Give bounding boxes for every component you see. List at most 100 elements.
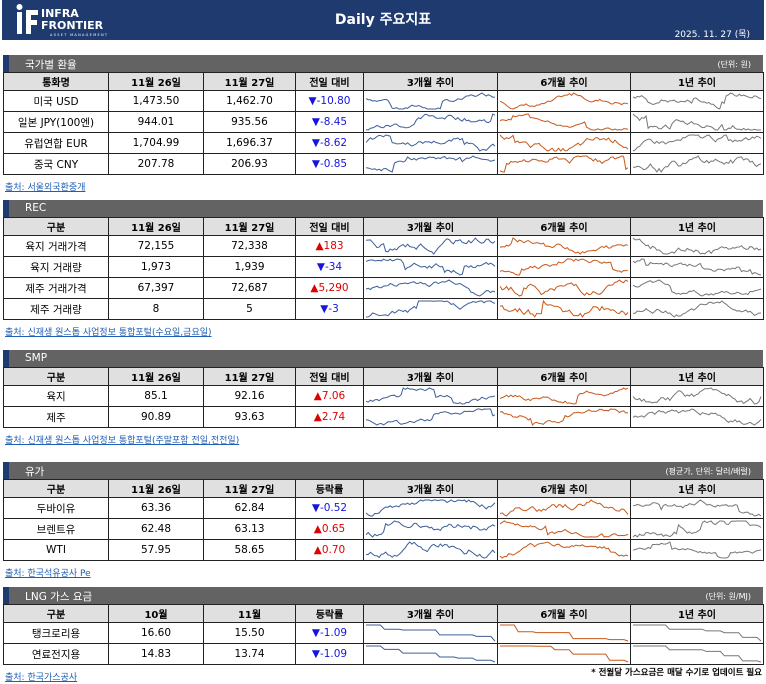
prev-value: 1,973 bbox=[108, 256, 204, 278]
source-link[interactable]: 출처: 신재생 원스톱 사업정보 통합포털(주말포함 전일,전전일) bbox=[5, 436, 240, 446]
column-header: 11월 26일 bbox=[108, 217, 204, 236]
row-label: 제주 bbox=[3, 406, 109, 428]
smp-table: 구분 11월 26일 11월 27일 전일 대비 3개월 추이 6개월 추이 1년 추이 육… bbox=[3, 367, 764, 428]
trend-6m-sparkline bbox=[497, 497, 631, 519]
column-header: 구분 bbox=[3, 479, 109, 498]
header-row: 구분 11월 26일 11월 27일 전일 대비 3개월 추이 6개월 추이 1년 추이 bbox=[3, 217, 764, 236]
change-value: ▲2.74 bbox=[295, 406, 364, 428]
header-row: 통화명 11월 26일 11월 27일 전일 대비 3개월 추이 6개월 추이 1년 추이 bbox=[3, 72, 764, 91]
column-header: 1년 추이 bbox=[630, 479, 764, 498]
trend-1y-sparkline bbox=[630, 385, 764, 407]
cur-value: 1,462.70 bbox=[203, 90, 296, 112]
trend-6m-sparkline bbox=[497, 153, 631, 175]
change-value: ▼-0.52 bbox=[295, 497, 364, 519]
trend-3m-sparkline bbox=[363, 235, 498, 257]
trend-1y-sparkline bbox=[630, 277, 764, 299]
report-date: 2025. 11. 27 (목) bbox=[674, 30, 750, 40]
cur-value: 5 bbox=[203, 298, 296, 320]
trend-3m-sparkline bbox=[363, 256, 498, 278]
trend-1y-sparkline bbox=[630, 153, 764, 175]
column-header: 3개월 추이 bbox=[363, 217, 498, 236]
trend-6m-sparkline bbox=[497, 385, 631, 407]
column-header: 6개월 추이 bbox=[497, 604, 631, 623]
section-title: SMP bbox=[25, 352, 48, 364]
change-value: ▼-0.85 bbox=[295, 153, 364, 175]
column-header: 전일 대비 bbox=[295, 72, 364, 91]
change-value: ▼-34 bbox=[295, 256, 364, 278]
trend-1y-sparkline bbox=[630, 256, 764, 278]
row-label: 미국 USD bbox=[3, 90, 109, 112]
row-label: 중국 CNY bbox=[3, 153, 109, 175]
table-row: 육지 거래가격 72,155 72,338 ▲183 bbox=[3, 235, 764, 257]
cur-value: 62.84 bbox=[203, 497, 296, 519]
trend-6m-sparkline bbox=[497, 643, 631, 665]
change-value: ▼-10.80 bbox=[295, 90, 364, 112]
trend-3m-sparkline bbox=[363, 497, 498, 519]
trend-3m-sparkline bbox=[363, 406, 498, 428]
svg-text:INFRA: INFRA bbox=[41, 7, 79, 20]
trend-1y-sparkline bbox=[630, 539, 764, 561]
table-row: 탱크로리용 16.60 15.50 ▼-1.09 bbox=[3, 622, 764, 644]
row-label: 유럽연합 EUR bbox=[3, 132, 109, 154]
row-label: 두바이유 bbox=[3, 497, 109, 519]
trend-3m-sparkline bbox=[363, 90, 498, 112]
prev-value: 90.89 bbox=[108, 406, 204, 428]
trend-6m-sparkline bbox=[497, 406, 631, 428]
cur-value: 93.63 bbox=[203, 406, 296, 428]
row-label: 육지 거래량 bbox=[3, 256, 109, 278]
prev-value: 207.78 bbox=[108, 153, 204, 175]
table-row: WTI 57.95 58.65 ▲0.70 bbox=[3, 539, 764, 561]
prev-value: 944.01 bbox=[108, 111, 204, 133]
column-header: 11월 27일 bbox=[203, 217, 296, 236]
source-link[interactable]: 출처: 서울외국환중개 bbox=[5, 183, 86, 193]
column-header: 6개월 추이 bbox=[497, 72, 631, 91]
change-value: ▲5,290 bbox=[295, 277, 364, 299]
table-row: 제주 90.89 93.63 ▲2.74 bbox=[3, 406, 764, 428]
trend-1y-sparkline bbox=[630, 235, 764, 257]
section-title-bar: 국가별 환율 (단위: 원) bbox=[3, 55, 763, 72]
cur-value: 92.16 bbox=[203, 385, 296, 407]
row-label: 일본 JPY(100엔) bbox=[3, 111, 109, 133]
column-header: 구분 bbox=[3, 217, 109, 236]
trend-6m-sparkline bbox=[497, 256, 631, 278]
source-link[interactable]: 출처: 한국석유공사 Pe bbox=[5, 569, 91, 579]
source-link[interactable]: 출처: 신재생 원스톱 사업정보 통합포털(수요일,금요일) bbox=[5, 328, 212, 338]
table-row: 육지 거래량 1,973 1,939 ▼-34 bbox=[3, 256, 764, 278]
exchange-rate-section: 국가별 환율 (단위: 원) 통화명 11월 26일 11월 27일 전일 대비 3개월 추… bbox=[3, 55, 764, 194]
column-header: 11월 26일 bbox=[108, 367, 204, 386]
trend-6m-sparkline bbox=[497, 235, 631, 257]
trend-1y-sparkline bbox=[630, 90, 764, 112]
oil-price-table: 구분 11월 26일 11월 27일 등락률 3개월 추이 6개월 추이 1년 추이 두바이… bbox=[3, 479, 764, 561]
trend-1y-sparkline bbox=[630, 643, 764, 665]
prev-value: 72,155 bbox=[108, 235, 204, 257]
trend-3m-sparkline bbox=[363, 153, 498, 175]
column-header: 등락률 bbox=[295, 604, 364, 623]
trend-1y-sparkline bbox=[630, 622, 764, 644]
column-header: 6개월 추이 bbox=[497, 217, 631, 236]
table-row: 브렌트유 62.48 63.13 ▲0.65 bbox=[3, 518, 764, 540]
source-link[interactable]: 출처: 한국가스공사 bbox=[5, 673, 78, 683]
cur-value: 935.56 bbox=[203, 111, 296, 133]
column-header: 3개월 추이 bbox=[363, 604, 498, 623]
exchange-rate-table: 통화명 11월 26일 11월 27일 전일 대비 3개월 추이 6개월 추이 1년 추이 … bbox=[3, 72, 764, 175]
table-row: 제주 거래량 8 5 ▼-3 bbox=[3, 298, 764, 320]
table-row: 일본 JPY(100엔) 944.01 935.56 ▼-8.45 bbox=[3, 111, 764, 133]
cur-value: 13.74 bbox=[203, 643, 296, 665]
trend-1y-sparkline bbox=[630, 132, 764, 154]
cur-value: 15.50 bbox=[203, 622, 296, 644]
section-title-bar: 유가 (평균가, 단위: 달러/배럴) bbox=[3, 462, 763, 479]
prev-value: 63.36 bbox=[108, 497, 204, 519]
trend-1y-sparkline bbox=[630, 497, 764, 519]
change-value: ▼-1.09 bbox=[295, 643, 364, 665]
smp-section: SMP 구분 11월 26일 11월 27일 전일 대비 3개월 추이 6개월 추이 1년 추… bbox=[3, 350, 764, 447]
trend-6m-sparkline bbox=[497, 132, 631, 154]
column-header: 1년 추이 bbox=[630, 217, 764, 236]
column-header: 통화명 bbox=[3, 72, 109, 91]
column-header: 전일 대비 bbox=[295, 367, 364, 386]
trend-6m-sparkline bbox=[497, 277, 631, 299]
column-header: 구분 bbox=[3, 604, 109, 623]
section-title: LNG 가스 요금 bbox=[25, 591, 93, 603]
change-value: ▼-1.09 bbox=[295, 622, 364, 644]
column-header: 6개월 추이 bbox=[497, 479, 631, 498]
section-title-bar: LNG 가스 요금 (단위: 원/MJ) bbox=[3, 587, 763, 604]
